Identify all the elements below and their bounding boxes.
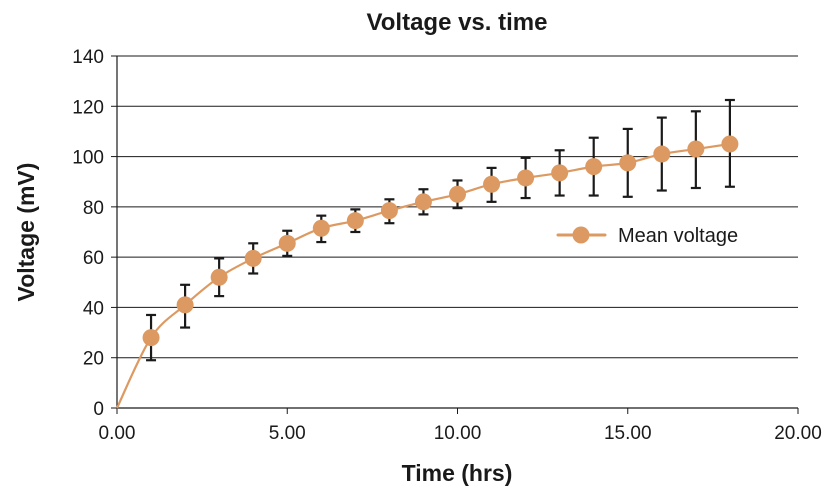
legend-label: Mean voltage — [618, 225, 738, 247]
data-point — [244, 249, 262, 267]
data-point — [653, 145, 671, 163]
x-tick-label: 0.00 — [99, 423, 136, 444]
data-point — [721, 135, 739, 153]
y-tick-label: 40 — [83, 298, 104, 319]
legend-marker — [572, 226, 590, 244]
data-point — [585, 158, 603, 176]
y-axis-title: Voltage (mV) — [13, 163, 39, 302]
data-point — [551, 164, 569, 182]
x-axis-title: Time (hrs) — [402, 460, 513, 486]
data-point — [414, 193, 432, 211]
y-tick-label: 120 — [72, 97, 104, 118]
y-tick-label: 20 — [83, 349, 104, 370]
axes — [111, 55, 799, 414]
data-point — [142, 329, 160, 347]
data-point — [517, 169, 535, 187]
legend: Mean voltage — [556, 225, 738, 247]
data-point — [483, 175, 501, 193]
series-line-mean-voltage — [116, 142, 731, 409]
data-point — [176, 296, 194, 314]
x-tick-label: 15.00 — [604, 423, 652, 444]
chart-title: Voltage vs. time — [367, 9, 548, 36]
y-tick-label: 0 — [93, 399, 104, 420]
series-layer — [116, 135, 739, 409]
y-tick-label: 100 — [72, 148, 104, 169]
tick-labels: 0 20 40 60 80 100 120 140 0.00 5.00 10.00 15.00 20.0… — [72, 47, 821, 444]
data-point — [380, 202, 398, 220]
data-point — [346, 212, 364, 230]
data-point — [312, 219, 330, 237]
data-point — [687, 140, 705, 158]
data-point — [449, 185, 466, 203]
x-tick-label: 20.00 — [774, 423, 822, 444]
x-tick-label: 5.00 — [269, 423, 306, 444]
x-tick-label: 10.00 — [434, 423, 482, 444]
y-tick-label: 80 — [83, 198, 104, 219]
y-tick-label: 60 — [83, 248, 104, 269]
grid — [117, 55, 798, 359]
data-point — [619, 154, 637, 172]
y-tick-label: 140 — [72, 47, 104, 68]
data-point — [278, 234, 296, 252]
data-point — [210, 268, 228, 286]
